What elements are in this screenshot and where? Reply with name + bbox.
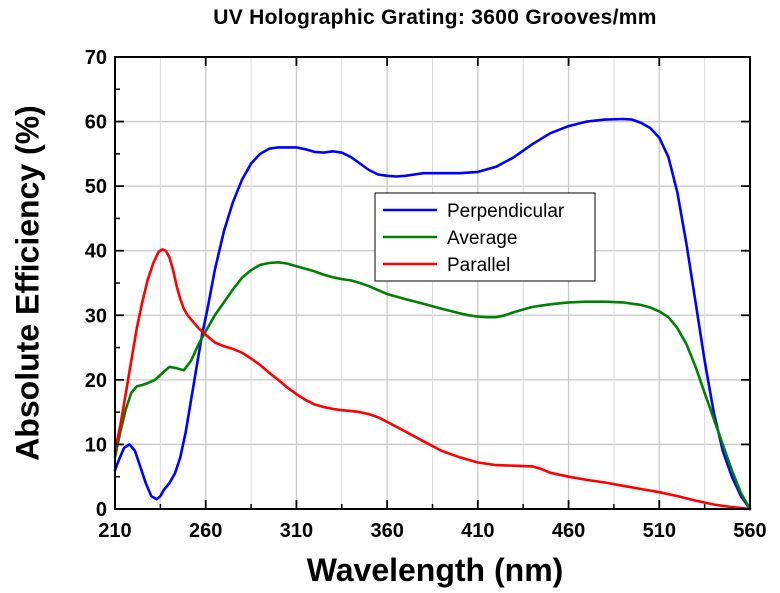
series-line-perpendicular — [113, 117, 752, 511]
x-axis-label: Wavelength (nm) — [306, 552, 564, 588]
x-tick-label: 360 — [370, 520, 403, 542]
y-tick-label: 30 — [85, 305, 107, 327]
x-tick-label: 460 — [552, 520, 585, 542]
x-tick-label: 210 — [98, 520, 131, 542]
chart-title: UV Holographic Grating: 3600 Grooves/mm — [213, 6, 657, 29]
y-tick-label: 50 — [85, 176, 107, 198]
series-line-average — [113, 260, 752, 511]
x-tick-label: 260 — [189, 520, 222, 542]
y-tick-label: 60 — [85, 112, 107, 134]
y-tick-label: 70 — [85, 47, 107, 69]
y-tick-label: 40 — [85, 241, 107, 263]
y-axis-label: Absolute Efficiency (%) — [9, 105, 46, 461]
legend-label: Average — [447, 228, 517, 249]
y-tick-label: 20 — [85, 370, 107, 392]
legend-label: Perpendicular — [447, 201, 565, 222]
x-tick-label: 510 — [643, 520, 676, 542]
y-tick-label: 10 — [85, 434, 107, 456]
x-tick-label: 310 — [280, 520, 313, 542]
x-tick-label: 560 — [733, 520, 766, 542]
series-line-parallel — [113, 248, 752, 511]
x-tick-label: 410 — [461, 520, 494, 542]
y-tick-label: 0 — [96, 499, 107, 521]
legend-label: Parallel — [447, 255, 510, 276]
